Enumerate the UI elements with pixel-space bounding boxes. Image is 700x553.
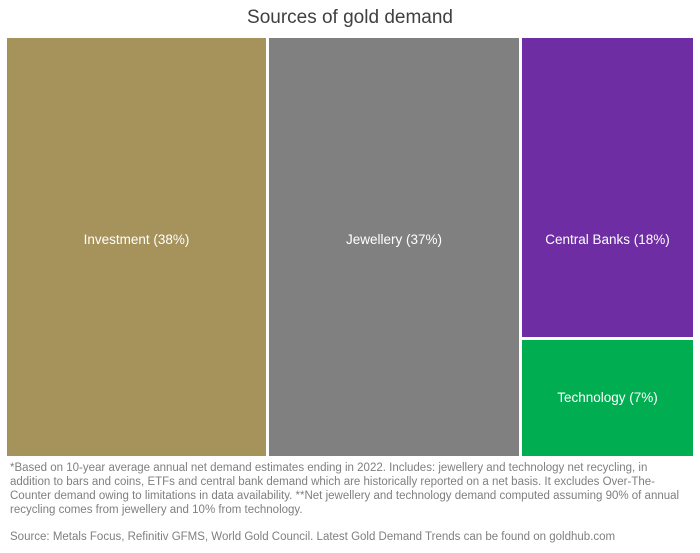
chart-footnote: *Based on 10-year average annual net dem… [10,462,680,516]
treemap-segment-jewellery: Jewellery (37%) [269,38,519,456]
segment-label-jewellery: Jewellery (37%) [345,232,443,247]
segment-label-investment: Investment (38%) [83,232,190,247]
treemap-segment-technology: Technology (7%) [522,340,693,456]
chart-title: Sources of gold demand [247,7,453,28]
treemap-segment-investment: Investment (38%) [7,38,266,456]
chart-source: Source: Metals Focus, Refinitiv GFMS, Wo… [10,531,616,543]
segment-label-central-banks: Central Banks (18%) [545,232,670,247]
treemap-segment-central-banks: Central Banks (18%) [522,38,693,337]
treemap-chart: Investment (38%) Jewellery (37%) Central… [7,38,693,456]
segment-label-technology: Technology (7%) [557,390,658,405]
